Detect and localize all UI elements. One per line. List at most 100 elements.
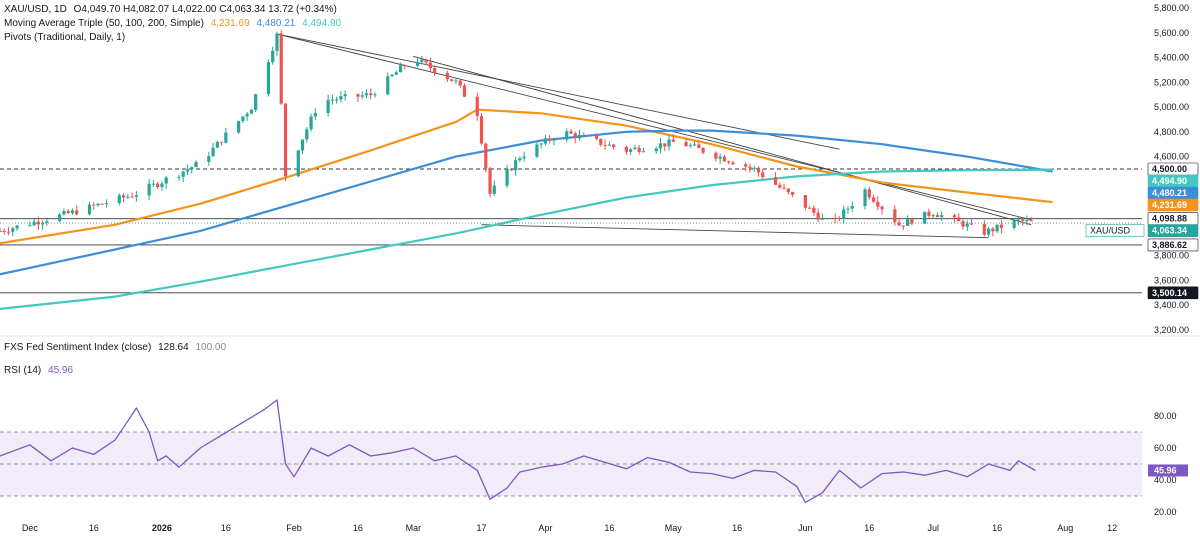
candle-body [658, 143, 663, 149]
candle-body [577, 134, 582, 139]
price-tick-label: 3,200.00 [1154, 325, 1189, 335]
candle-body [803, 194, 807, 208]
candle-body [633, 147, 637, 150]
candle-body [901, 225, 905, 227]
candle-body [957, 217, 961, 222]
legend-ma-title: Moving Average Triple (50, 100, 200, Sim… [4, 18, 204, 29]
candle-body [75, 210, 79, 215]
candle-body [70, 210, 75, 214]
candle-body [356, 94, 360, 97]
candle-body [479, 116, 484, 144]
trendline [413, 55, 1032, 226]
candle-body [722, 156, 727, 162]
candle-body [398, 65, 403, 73]
candle-body [326, 99, 330, 113]
legend-rsi-value: 45.96 [48, 365, 74, 376]
date-tick-label: 16 [732, 523, 742, 533]
candle-body [241, 116, 245, 122]
candle-body [505, 169, 509, 186]
candle-body [0, 230, 2, 232]
rsi-value-badge-label: 45.96 [1154, 465, 1177, 475]
candle-body [454, 80, 458, 82]
price-axis-badge-label: 4,480.21 [1152, 188, 1187, 198]
candle-body [637, 147, 641, 152]
candle-body [475, 96, 479, 117]
ma-line-200 [0, 168, 1053, 310]
price-tick-label: 5,600.00 [1154, 28, 1189, 38]
price-tick-label: 3,800.00 [1154, 251, 1189, 261]
candle-body [863, 189, 867, 206]
candle-body [462, 85, 467, 97]
candle-body [688, 145, 692, 147]
candle-body [982, 223, 986, 235]
candle-body [748, 166, 752, 168]
candle-body [403, 65, 407, 67]
candle-body [36, 221, 40, 225]
candle-body [271, 50, 275, 63]
candle-body [424, 59, 428, 63]
legend-fed-v2: 100.00 [195, 342, 227, 353]
candle-body [986, 228, 991, 235]
candle-body [654, 148, 658, 152]
price-axis-badge [1147, 286, 1199, 300]
candle-body [194, 161, 198, 168]
rsi-value-badge [1148, 464, 1188, 477]
candle-body [87, 204, 92, 215]
candle-body [126, 196, 130, 198]
trendline [276, 33, 1032, 221]
candle-body [790, 192, 795, 195]
price-tick-label: 3,600.00 [1154, 275, 1189, 285]
candle-body [207, 156, 211, 162]
date-tick-label: 2026 [152, 523, 172, 533]
candle-body [58, 214, 62, 222]
candle-body [518, 158, 522, 161]
candle-body [488, 168, 492, 194]
date-tick-label: Feb [286, 523, 302, 533]
candle-body [663, 143, 667, 147]
price-tick-label: 4,600.00 [1154, 152, 1189, 162]
candle-body [283, 103, 288, 177]
candle-body [309, 116, 313, 130]
candle-body [373, 94, 377, 96]
legend-symbol-row: XAU/USD, 1D O4,049.70 H4,082.07 L4,022.0… [4, 3, 337, 16]
candle-body [1029, 220, 1033, 222]
candle-body [782, 187, 786, 189]
candle-body [415, 62, 420, 66]
candle-body [718, 156, 722, 159]
candle-body [833, 217, 837, 219]
price-axis-badge [1147, 198, 1199, 212]
candle-body [394, 72, 398, 75]
candle-body [940, 215, 944, 218]
candle-body [692, 144, 697, 146]
trendline [276, 33, 840, 150]
candle-body [812, 207, 816, 213]
candle-body [697, 144, 701, 148]
candle-body [893, 209, 897, 223]
candle-body [603, 144, 607, 146]
candle-body [1025, 220, 1029, 222]
candle-body [41, 222, 45, 225]
candle-body [245, 113, 249, 117]
candle-body [778, 184, 782, 188]
date-tick-label: Jun [798, 523, 813, 533]
candle-body [185, 169, 190, 172]
legend-rsi-title: RSI (14) [4, 365, 42, 376]
legend-ma50: 4,231.69 [210, 18, 250, 29]
candle-body [266, 62, 271, 95]
price-tick-label: 5,400.00 [1154, 53, 1189, 63]
candle-body [667, 139, 671, 147]
ma-line-50 [0, 108, 1053, 245]
candle-body [842, 209, 846, 220]
candle-body [62, 210, 66, 215]
price-axis-badge-label: 3,500.14 [1152, 288, 1187, 298]
candle-body [121, 195, 126, 198]
candle-body [492, 185, 496, 194]
legend-ma100: 4,480.21 [256, 18, 296, 29]
candle-body [876, 201, 880, 207]
candle-body [386, 76, 390, 95]
rsi-tick-label: 80.00 [1154, 411, 1177, 421]
price-axis-badge [1147, 238, 1199, 252]
price-axis-badge-label: 3,886.62 [1152, 240, 1187, 250]
candle-body [275, 33, 279, 51]
